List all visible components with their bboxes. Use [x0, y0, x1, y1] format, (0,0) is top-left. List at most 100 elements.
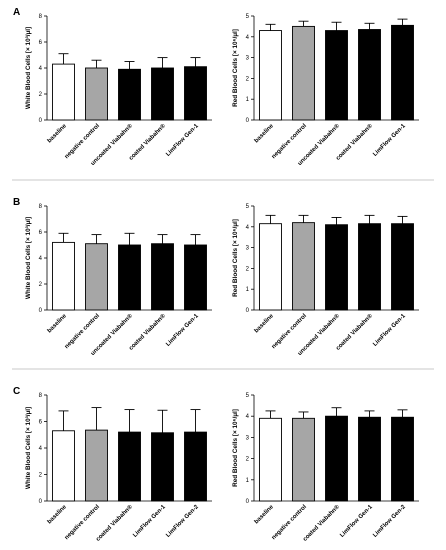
y-tick-label: 5	[246, 14, 250, 20]
category-label: coated Viabahn®	[302, 503, 342, 543]
bar-3	[118, 244, 141, 311]
y-tick-label: 2	[39, 473, 43, 479]
chart-a-left: 0 2 4 6 8 White Blood Cells [× 10³/µl] baselin…	[25, 14, 212, 167]
y-tick-label: 3	[246, 435, 250, 441]
y-axis-label: Red Blood Cells [× 10⁶/µl]	[232, 219, 239, 297]
category-label: negative control	[64, 313, 101, 350]
panel-label-c: C	[13, 386, 20, 397]
category-label: LimFlow Gen-2	[372, 504, 407, 539]
category-label: LimFlow Gen-1	[165, 123, 200, 158]
chart-b-right: 0 1 2 3 4 5 Red Blood Cells [× 10⁶/µl] baseline…	[232, 204, 419, 357]
y-tick-label: 0	[39, 118, 43, 124]
category-label: coated Viabahn®	[128, 122, 168, 162]
bar-2	[85, 67, 108, 121]
chart-a-right: 0 1 2 3 4 5 Red Blood Cells [× 10⁶/µl] baseline…	[232, 14, 419, 167]
y-tick-label: 1	[246, 97, 250, 103]
bar-3	[325, 30, 348, 121]
y-tick-label: 2	[39, 282, 43, 288]
bar-5	[184, 431, 207, 502]
category-label: LimFlow Gen-2	[165, 504, 200, 539]
bar-5	[391, 223, 414, 311]
category-label: baseline	[254, 313, 276, 335]
bar-3	[325, 224, 348, 311]
y-tick-label: 4	[39, 66, 43, 72]
category-label: baseline	[47, 123, 69, 145]
y-tick-label: 5	[246, 204, 250, 210]
chart-c-right: 0 1 2 3 4 5 Red Blood Cells [× 10⁶/µl] baseline…	[232, 393, 419, 543]
bar-1	[52, 63, 75, 121]
y-tick-label: 3	[246, 56, 250, 62]
y-tick-label: 1	[246, 287, 250, 293]
bar-4	[358, 223, 381, 311]
y-axis-label: Red Blood Cells [× 10⁶/µl]	[232, 29, 239, 107]
bar-2	[85, 429, 108, 502]
bar-2	[292, 222, 315, 311]
y-tick-label: 4	[246, 35, 250, 41]
chart-b-left: 0 2 4 6 8 White Blood Cells [× 10³/µl] baselin…	[25, 204, 212, 357]
category-label: coated Viabahn®	[335, 312, 375, 352]
panel-label-b: B	[13, 197, 20, 208]
y-tick-label: 6	[39, 230, 43, 236]
bar-1	[259, 417, 282, 502]
y-tick-label: 8	[39, 393, 43, 399]
y-tick-label: 1	[246, 478, 250, 484]
y-tick-label: 2	[246, 266, 250, 272]
bar-4	[151, 67, 174, 121]
bar-1	[259, 30, 282, 121]
y-tick-label: 8	[39, 14, 43, 20]
category-label: negative control	[271, 504, 308, 541]
y-tick-label: 4	[246, 414, 250, 420]
bar-1	[259, 223, 282, 311]
category-label: baseline	[254, 504, 276, 526]
bar-4	[151, 243, 174, 311]
category-label: baseline	[254, 123, 276, 145]
y-tick-label: 4	[39, 446, 43, 452]
bar-4	[358, 416, 381, 502]
category-label: coated Viabahn®	[95, 503, 135, 543]
y-axis-label: White Blood Cells [× 10³/µl]	[25, 27, 32, 109]
category-label: baseline	[47, 504, 69, 526]
bar-4	[358, 29, 381, 121]
chart-c-left: 0 2 4 6 8 White Blood Cells [× 10³/µl] baselin…	[25, 393, 212, 543]
y-tick-label: 4	[246, 225, 250, 231]
category-label: LimFlow Gen-1	[165, 313, 200, 348]
category-label: baseline	[47, 313, 69, 335]
y-tick-label: 6	[39, 40, 43, 46]
bar-4	[151, 432, 174, 502]
bar-1	[52, 430, 75, 502]
category-label: LimFlow Gen-1	[372, 313, 407, 348]
bar-1	[52, 241, 75, 311]
y-tick-label: 6	[39, 420, 43, 426]
bar-5	[184, 244, 207, 311]
y-tick-label: 2	[39, 92, 43, 98]
y-axis-label: White Blood Cells [× 10³/µl]	[25, 217, 32, 299]
y-tick-label: 2	[246, 76, 250, 82]
category-label: LimFlow Gen-1	[132, 504, 167, 539]
y-tick-label: 0	[246, 499, 250, 505]
y-tick-label: 8	[39, 204, 43, 210]
bar-3	[118, 431, 141, 502]
category-label: negative control	[64, 504, 101, 541]
y-tick-label: 5	[246, 393, 250, 399]
y-tick-label: 0	[246, 308, 250, 314]
bar-5	[184, 66, 207, 121]
y-tick-label: 4	[39, 256, 43, 262]
bar-3	[118, 68, 141, 121]
y-tick-label: 0	[39, 308, 43, 314]
category-label: coated Viabahn®	[128, 312, 168, 352]
y-axis-label: White Blood Cells [× 10³/µl]	[25, 407, 32, 489]
y-tick-label: 2	[246, 457, 250, 463]
bar-5	[391, 24, 414, 121]
y-tick-label: 3	[246, 246, 250, 252]
panel-label-a: A	[13, 7, 20, 18]
bar-2	[292, 25, 315, 121]
category-label: LimFlow Gen-1	[372, 123, 407, 158]
y-tick-label: 0	[39, 499, 43, 505]
category-label: negative control	[271, 123, 308, 160]
category-label: coated Viabahn®	[335, 122, 375, 162]
bar-2	[85, 243, 108, 311]
category-label: negative control	[64, 123, 101, 160]
bar-3	[325, 415, 348, 502]
y-axis-label: Red Blood Cells [× 10⁶/µl]	[232, 409, 239, 487]
